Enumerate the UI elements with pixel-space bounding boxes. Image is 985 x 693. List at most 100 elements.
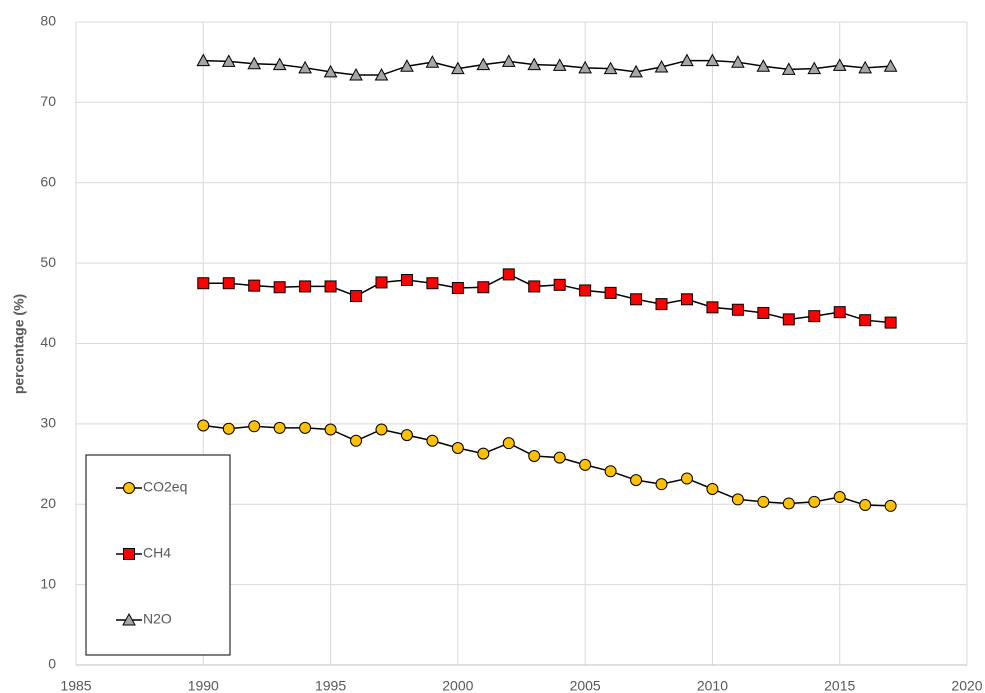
data-point (501, 54, 516, 67)
y-tick-label: 80 (40, 13, 56, 29)
data-point (706, 301, 719, 314)
legend-marker (123, 548, 135, 560)
data-point (630, 474, 643, 487)
x-tick-label: 2000 (442, 678, 473, 693)
data-point (833, 491, 846, 504)
data-point (757, 495, 770, 508)
data-point (273, 421, 286, 434)
y-tick-label: 50 (40, 254, 56, 270)
data-point (451, 282, 464, 295)
data-point (527, 57, 542, 71)
data-point (196, 53, 211, 67)
y-tick-label: 10 (40, 575, 56, 591)
data-point (528, 280, 541, 293)
data-point (349, 68, 363, 81)
data-point (273, 281, 286, 294)
data-point (832, 58, 847, 71)
data-point (603, 61, 618, 75)
data-point (731, 303, 744, 316)
data-point (426, 434, 439, 447)
data-point (782, 313, 795, 326)
data-point (604, 286, 617, 299)
data-point (248, 420, 261, 433)
series-line (203, 59, 891, 76)
data-point (299, 280, 312, 293)
y-tick-label: 0 (48, 656, 56, 672)
data-point (400, 274, 413, 287)
data-point (425, 55, 440, 68)
data-point (350, 290, 363, 303)
x-tick-label: 2005 (570, 678, 601, 693)
data-point (197, 419, 210, 432)
data-point (426, 277, 439, 290)
data-point (731, 55, 745, 68)
data-point (808, 310, 821, 323)
data-point (477, 447, 490, 460)
data-point (579, 458, 592, 471)
y-axis-label: percentage (%) (11, 294, 27, 394)
data-point (655, 478, 668, 491)
data-point (604, 465, 617, 478)
data-point (781, 62, 796, 75)
data-point (884, 316, 897, 329)
data-point (630, 293, 643, 306)
data-point (705, 53, 720, 67)
legend-label: CO2eq (143, 479, 187, 495)
data-point (731, 493, 744, 506)
series-line (203, 424, 891, 507)
data-point (451, 61, 465, 75)
data-point (807, 61, 822, 75)
data-point (298, 60, 312, 74)
data-point (324, 423, 337, 436)
data-point (502, 268, 515, 281)
data-point (552, 58, 567, 71)
y-tick-label: 60 (40, 173, 56, 189)
data-point (808, 495, 821, 508)
data-point (528, 450, 541, 463)
legend-marker (123, 482, 135, 494)
legend-label: N2O (143, 611, 172, 627)
data-point (654, 59, 669, 73)
data-point (299, 421, 312, 434)
data-point (579, 284, 592, 297)
data-point (680, 293, 693, 306)
data-point (553, 278, 566, 291)
data-point (248, 279, 261, 292)
data-point (858, 60, 873, 74)
data-point (833, 306, 846, 319)
legend-box (85, 454, 231, 656)
x-tick-label: 1995 (315, 678, 346, 693)
data-point (883, 59, 898, 72)
data-point (629, 64, 643, 78)
data-point (756, 59, 771, 72)
x-tick-label: 2010 (697, 678, 728, 693)
data-point (350, 434, 363, 447)
data-point (782, 497, 795, 510)
legend-label: CH4 (143, 545, 171, 561)
data-point (222, 422, 235, 435)
data-point (884, 499, 897, 512)
series-line (203, 273, 891, 324)
data-point (400, 429, 413, 442)
data-point (323, 64, 338, 78)
data-point (476, 57, 491, 71)
data-point (477, 281, 490, 294)
data-point (680, 472, 693, 485)
data-point (706, 482, 719, 495)
data-point (859, 314, 872, 327)
data-point (859, 499, 872, 512)
data-point (757, 306, 770, 319)
data-point (655, 298, 668, 311)
data-point (272, 57, 287, 71)
y-tick-label: 20 (40, 495, 56, 511)
data-point (578, 60, 592, 74)
x-tick-label: 2015 (824, 678, 855, 693)
data-point (375, 423, 388, 436)
x-tick-label: 1990 (188, 678, 219, 693)
data-point (197, 277, 210, 290)
data-point (400, 59, 414, 72)
y-tick-label: 70 (40, 93, 56, 109)
data-point (375, 276, 388, 289)
y-tick-label: 40 (40, 334, 56, 350)
